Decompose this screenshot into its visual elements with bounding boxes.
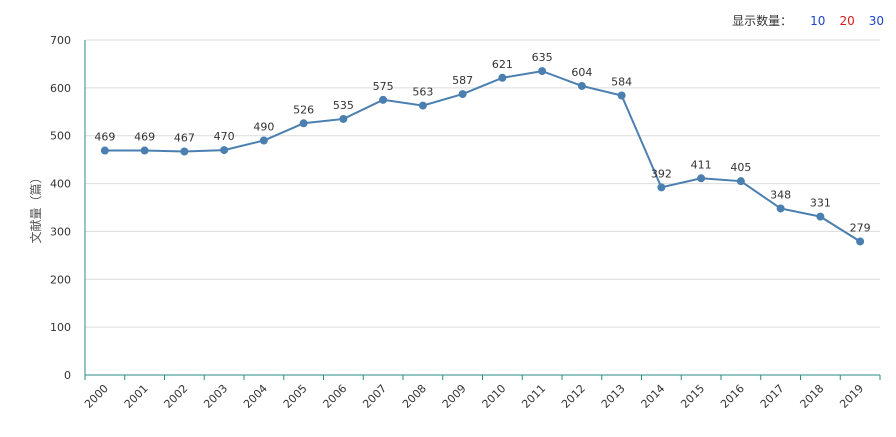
data-point[interactable] bbox=[538, 67, 547, 76]
data-point[interactable] bbox=[100, 146, 109, 155]
y-tick-label: 600 bbox=[50, 82, 71, 95]
x-tick-label: 2002 bbox=[162, 382, 191, 411]
display-count-10[interactable]: 10 bbox=[810, 13, 826, 28]
data-point[interactable] bbox=[816, 212, 825, 221]
data-label: 405 bbox=[730, 161, 751, 174]
data-label: 604 bbox=[571, 66, 592, 79]
data-point[interactable] bbox=[498, 73, 507, 82]
data-label: 279 bbox=[850, 221, 871, 234]
data-point[interactable] bbox=[736, 177, 745, 186]
data-point[interactable] bbox=[577, 81, 586, 90]
data-label: 587 bbox=[452, 74, 473, 87]
data-points bbox=[100, 67, 865, 246]
y-tick-label: 400 bbox=[50, 178, 71, 191]
x-tick-label: 2003 bbox=[201, 382, 230, 411]
data-label: 392 bbox=[651, 167, 672, 180]
x-tick-label: 2005 bbox=[281, 382, 310, 411]
data-label: 469 bbox=[94, 131, 115, 144]
data-point[interactable] bbox=[379, 95, 388, 104]
y-axis-label: 文献量（篇） bbox=[28, 171, 43, 243]
data-label: 470 bbox=[214, 130, 235, 143]
x-tick-label: 2013 bbox=[599, 382, 628, 411]
data-point[interactable] bbox=[657, 183, 666, 192]
x-tick-label: 2012 bbox=[559, 382, 588, 411]
data-label: 469 bbox=[134, 131, 155, 144]
data-label: 584 bbox=[611, 76, 632, 89]
data-point[interactable] bbox=[617, 91, 626, 100]
data-point[interactable] bbox=[418, 101, 427, 110]
x-tick-label: 2011 bbox=[519, 382, 548, 411]
data-point[interactable] bbox=[856, 237, 865, 246]
data-point[interactable] bbox=[458, 90, 467, 99]
x-tick-label: 2017 bbox=[758, 382, 787, 411]
data-point[interactable] bbox=[140, 146, 149, 155]
data-label: 635 bbox=[532, 51, 553, 64]
x-tick-label: 2010 bbox=[480, 382, 509, 411]
y-tick-label: 700 bbox=[50, 34, 71, 47]
display-count-20[interactable]: 20 bbox=[839, 13, 855, 28]
y-ticks: 0 100 200 300 400 500 600 700 bbox=[50, 34, 71, 382]
data-label: 535 bbox=[333, 99, 354, 112]
data-label: 331 bbox=[810, 197, 831, 210]
data-point[interactable] bbox=[220, 146, 229, 155]
x-tick-label: 2018 bbox=[798, 382, 827, 411]
x-tick-label: 2009 bbox=[440, 382, 469, 411]
display-count-controls: 显示数量： 10 20 30 bbox=[732, 12, 884, 29]
data-label: 621 bbox=[492, 58, 513, 71]
data-point[interactable] bbox=[776, 204, 785, 213]
data-label: 348 bbox=[770, 188, 791, 201]
data-labels: 469 469 467 470 490 526 535 575 563 587 621 635 604 5… bbox=[94, 51, 870, 234]
data-label: 467 bbox=[174, 132, 195, 145]
x-tick-label: 2016 bbox=[718, 382, 747, 411]
y-tick-label: 100 bbox=[50, 321, 71, 334]
data-label: 490 bbox=[253, 121, 274, 134]
series-line bbox=[104, 70, 861, 243]
display-count-30[interactable]: 30 bbox=[868, 13, 884, 28]
x-tick-label: 2000 bbox=[82, 382, 111, 411]
y-tick-label: 200 bbox=[50, 273, 71, 286]
y-tick-label: 300 bbox=[50, 225, 71, 238]
x-ticks: 2000 2001 2002 2003 2004 2005 2006 2007 2008 2009… bbox=[82, 382, 866, 411]
data-point[interactable] bbox=[697, 174, 706, 183]
data-label: 563 bbox=[412, 86, 433, 99]
data-label: 411 bbox=[691, 158, 712, 171]
data-point[interactable] bbox=[339, 114, 348, 123]
x-tick-label: 2006 bbox=[321, 382, 350, 411]
x-tick-label: 2008 bbox=[400, 382, 429, 411]
y-tick-label: 0 bbox=[64, 369, 71, 382]
x-tick-label: 2004 bbox=[241, 382, 270, 411]
y-tick-label: 500 bbox=[50, 130, 71, 143]
x-tick-label: 2007 bbox=[360, 382, 389, 411]
data-point[interactable] bbox=[180, 147, 189, 156]
data-point[interactable] bbox=[299, 119, 308, 128]
display-count-label: 显示数量： bbox=[732, 14, 793, 28]
x-tick-label: 2001 bbox=[122, 382, 151, 411]
x-tick-label: 2015 bbox=[678, 382, 707, 411]
data-point[interactable] bbox=[259, 136, 268, 145]
axes bbox=[84, 40, 881, 380]
data-label: 526 bbox=[293, 103, 314, 116]
data-label: 575 bbox=[373, 80, 394, 93]
x-tick-label: 2014 bbox=[639, 382, 668, 411]
x-tick-label: 2019 bbox=[837, 382, 866, 411]
grid-lines bbox=[85, 39, 880, 376]
